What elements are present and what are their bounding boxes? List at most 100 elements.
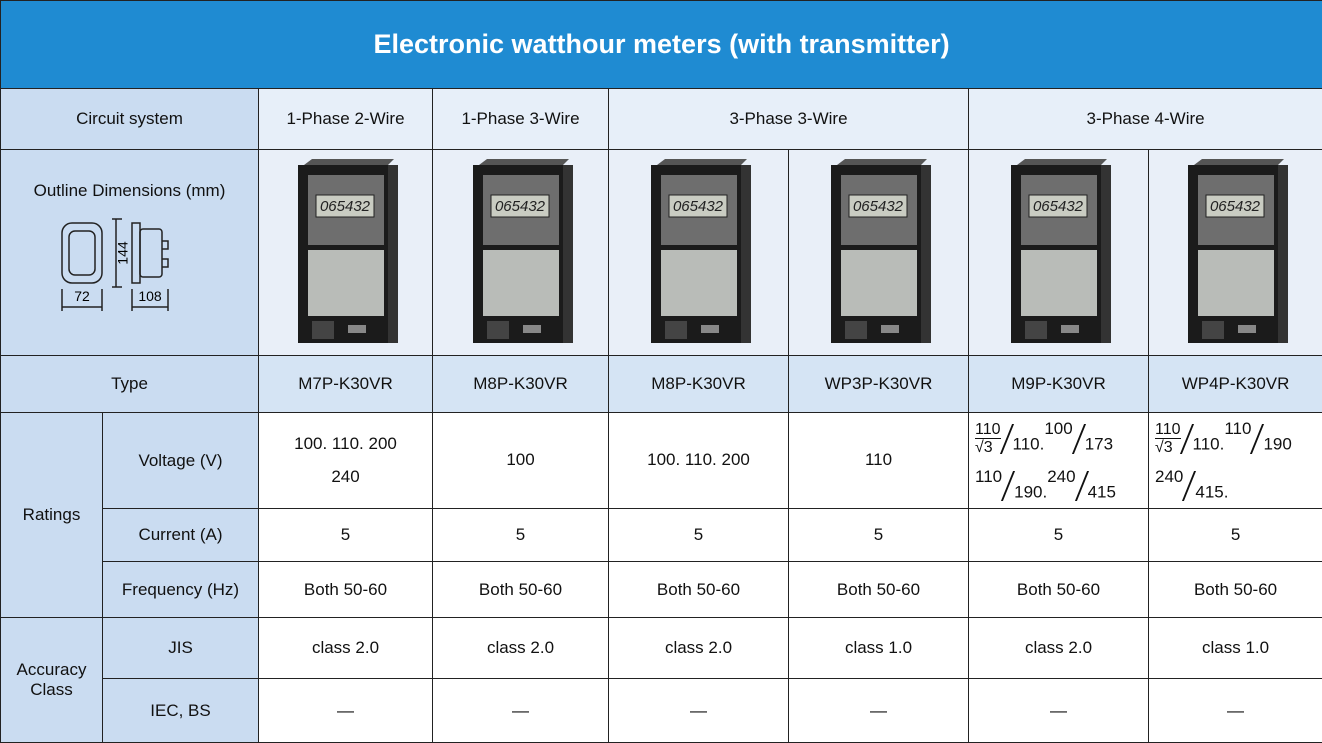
meter-image: 065432 (999, 155, 1119, 345)
dimension-label: 108 (138, 288, 162, 304)
meter-part (1238, 325, 1256, 333)
jis-class: class 2.0 (969, 618, 1149, 679)
iec-class: — (433, 679, 609, 743)
frequency: Both 50-60 (969, 562, 1149, 618)
iec-class: — (969, 679, 1149, 743)
meter-display: 065432 (672, 198, 723, 215)
denominator: √3 (975, 439, 1001, 457)
meter-part (388, 165, 398, 343)
numerator: 110 (975, 421, 1001, 440)
meter-part (312, 321, 334, 339)
circuit-system: 3-Phase 3-Wire (609, 89, 969, 150)
frequency: Both 50-60 (789, 562, 969, 618)
stacked-fraction: 110√3 (1155, 421, 1181, 457)
type: M9P-K30VR (969, 356, 1149, 413)
current: 5 (969, 509, 1149, 562)
denominator: 190. (1014, 482, 1047, 501)
meter-display: 065432 (852, 198, 903, 215)
jis-class: class 2.0 (609, 618, 789, 679)
dimension-drawing: 144 72 108 (50, 209, 210, 319)
current: 5 (789, 509, 969, 562)
meter-part (1202, 321, 1224, 339)
denominator: 173 (1085, 434, 1113, 453)
denominator: 110. (1013, 434, 1045, 453)
meter-part (665, 321, 687, 339)
meter-part (657, 159, 747, 165)
row-label: Outline Dimensions (mm) 144 72 108 (1, 150, 259, 356)
jis-class: class 2.0 (433, 618, 609, 679)
voltage-line: 100. 110. 200 (613, 444, 784, 476)
voltage-text: 110 (865, 450, 892, 469)
voltage-fraction: 240415. (1155, 461, 1228, 509)
voltage-line: 100 (437, 444, 604, 476)
meter-image: 065432 (461, 155, 581, 345)
meter-display: 065432 (494, 198, 545, 215)
frequency: Both 50-60 (1149, 562, 1322, 618)
dimension-label: 72 (74, 288, 90, 304)
frequency: Both 50-60 (433, 562, 609, 618)
meter-part (881, 325, 899, 333)
meter-image: 065432 (639, 155, 759, 345)
meter-image: 065432 (819, 155, 939, 345)
current: 5 (1149, 509, 1322, 562)
circuit-system: 1-Phase 3-Wire (433, 89, 609, 150)
fraction-slash (1072, 424, 1086, 454)
voltage-fraction: 110190. (975, 461, 1047, 509)
voltage: 110 (789, 413, 969, 509)
meter-part (483, 250, 559, 316)
voltage-fraction: 110190 (1224, 413, 1291, 461)
meter-part (921, 165, 931, 343)
voltage-line: 110 (793, 444, 964, 476)
type: WP4P-K30VR (1149, 356, 1322, 413)
numerator: 240 (1155, 467, 1183, 486)
type: M7P-K30VR (259, 356, 433, 413)
row-label: Current (A) (103, 509, 259, 562)
frequency: Both 50-60 (259, 562, 433, 618)
row-label: Frequency (Hz) (103, 562, 259, 618)
frequency: Both 50-60 (609, 562, 789, 618)
voltage-fraction: 240415 (1047, 461, 1116, 509)
stacked-fraction: 110√3 (975, 421, 1001, 457)
spec-table: Electronic watthour meters (with transmi… (0, 0, 1322, 743)
meter-part (841, 250, 917, 316)
iec-class: — (789, 679, 969, 743)
voltage-line: 100. 110. 200 (263, 428, 428, 460)
type: M8P-K30VR (433, 356, 609, 413)
row-label: IEC, BS (103, 679, 259, 743)
page: Electronic watthour meters (with transmi… (0, 0, 1322, 736)
group-label: Ratings (1, 413, 103, 618)
meter-part (1101, 165, 1111, 343)
voltage-fraction: 110√3 110. (975, 421, 1044, 461)
fraction-slash (1179, 424, 1193, 454)
denominator: 190 (1263, 434, 1291, 453)
jis-class: class 2.0 (259, 618, 433, 679)
product-image-cell: 065432 (1149, 150, 1322, 356)
group-label: Accuracy Class (1, 618, 103, 743)
circuit-system: 3-Phase 4-Wire (969, 89, 1322, 150)
meter-part (348, 325, 366, 333)
denominator: √3 (1155, 439, 1181, 457)
meter-part (1017, 159, 1107, 165)
meter-image: 065432 (286, 155, 406, 345)
numerator: 100 (1044, 419, 1072, 438)
meter-part (1061, 325, 1079, 333)
voltage-fraction: 100 173 (1044, 413, 1113, 461)
meter-part (661, 250, 737, 316)
type: WP3P-K30VR (789, 356, 969, 413)
dimension-label: 144 (114, 241, 130, 265)
meter-part (1278, 165, 1288, 343)
meter-display: 065432 (1032, 198, 1083, 215)
fraction-slash (1075, 471, 1089, 501)
row-label: Outline Dimensions (mm) (5, 181, 254, 201)
numerator: 110 (1155, 421, 1181, 440)
iec-class: — (1149, 679, 1322, 743)
row-label: JIS (103, 618, 259, 679)
iec-class: — (609, 679, 789, 743)
meter-part (1025, 321, 1047, 339)
jis-class: class 1.0 (789, 618, 969, 679)
